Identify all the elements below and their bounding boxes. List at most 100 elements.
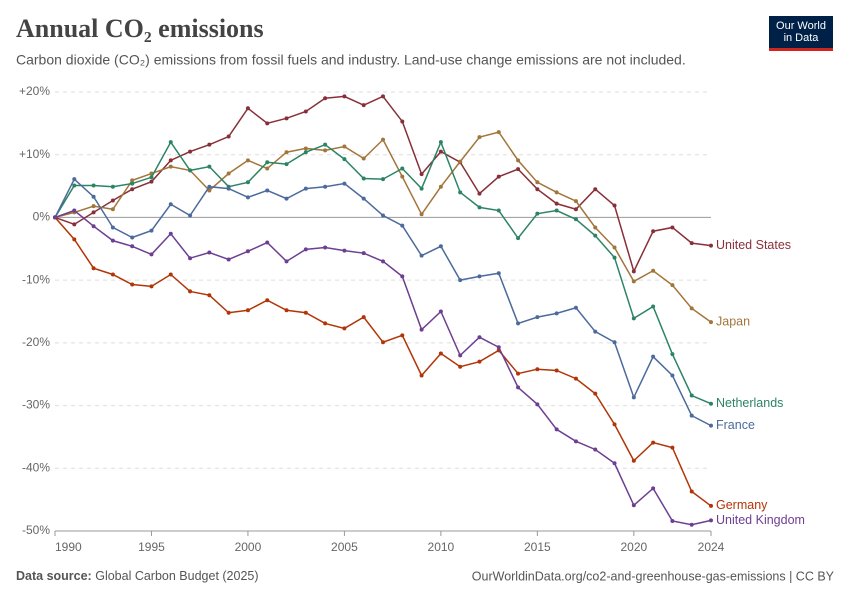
point (419, 373, 424, 378)
point (651, 304, 656, 309)
point (535, 180, 540, 185)
point (207, 142, 212, 147)
point (477, 274, 482, 279)
point (689, 489, 694, 494)
point (149, 175, 154, 180)
point (458, 353, 463, 358)
point (284, 259, 289, 264)
point (516, 167, 521, 172)
y-tick-label: 0% (33, 210, 51, 224)
point (265, 121, 270, 126)
point (651, 354, 656, 359)
point (477, 335, 482, 340)
point (110, 207, 115, 212)
point (651, 229, 656, 234)
point (323, 148, 328, 153)
point (593, 391, 598, 396)
series (53, 177, 713, 428)
point (323, 142, 328, 147)
series-label: Netherlands (716, 396, 783, 410)
logo-text: Our World in Data (776, 20, 826, 44)
point (477, 135, 482, 140)
point (323, 96, 328, 101)
point (477, 205, 482, 210)
x-tick-label: 1990 (55, 540, 82, 554)
point (400, 223, 405, 228)
point (709, 401, 713, 406)
footer-credit[interactable]: OurWorldinData.org/co2-and-greenhouse-ga… (472, 569, 835, 583)
point (284, 150, 289, 155)
footer-source: Data source: Global Carbon Budget (2025) (16, 569, 259, 583)
point (226, 134, 231, 139)
source[interactable]: Global Carbon Budget (2025) (95, 569, 258, 583)
point (342, 326, 347, 331)
point (516, 385, 521, 390)
point (245, 308, 250, 313)
logo[interactable]: Our World in Data (769, 16, 833, 51)
y-tick-label: -10% (22, 272, 50, 286)
point (361, 315, 366, 320)
point (516, 371, 521, 376)
point (419, 186, 424, 191)
series (53, 208, 713, 527)
point (91, 266, 96, 271)
point (265, 240, 270, 245)
point (245, 106, 250, 111)
series-label: United Kingdom (716, 513, 805, 527)
y-tick-label: +10% (19, 147, 50, 161)
point (188, 168, 193, 173)
point (168, 202, 173, 207)
point (477, 191, 482, 196)
point (516, 158, 521, 163)
point (265, 298, 270, 303)
point (554, 368, 559, 373)
point (323, 245, 328, 250)
point (188, 289, 193, 294)
point (612, 340, 617, 345)
series-label: United States (716, 238, 791, 252)
point (342, 144, 347, 149)
point (130, 181, 135, 186)
point (110, 238, 115, 243)
point (535, 402, 540, 407)
point (207, 250, 212, 255)
point (149, 228, 154, 233)
point (496, 208, 501, 213)
point (419, 327, 424, 332)
point (130, 244, 135, 249)
point (226, 186, 231, 191)
point (419, 253, 424, 258)
point (612, 203, 617, 208)
point (689, 522, 694, 527)
point (670, 445, 675, 450)
point (342, 248, 347, 253)
point (188, 256, 193, 261)
point (91, 194, 96, 199)
x-tick-label: 2000 (235, 540, 262, 554)
point (284, 196, 289, 201)
point (72, 177, 77, 182)
point (689, 241, 694, 246)
point (516, 321, 521, 326)
point (689, 306, 694, 311)
point (631, 395, 636, 400)
point (303, 247, 308, 252)
logo-text-wrap: Our World in Data (776, 20, 826, 44)
point (361, 103, 366, 108)
y-tick-label: -20% (22, 335, 50, 349)
point (631, 279, 636, 284)
point (573, 376, 578, 381)
point (130, 187, 135, 192)
point (400, 166, 405, 171)
point (381, 340, 385, 345)
source-label: Data source: (16, 569, 92, 583)
point (72, 208, 77, 213)
point (400, 274, 405, 279)
point (149, 252, 154, 257)
point (168, 158, 173, 163)
point (342, 157, 347, 162)
point (458, 190, 463, 195)
point (709, 423, 713, 428)
point (110, 225, 115, 230)
point (535, 315, 540, 320)
